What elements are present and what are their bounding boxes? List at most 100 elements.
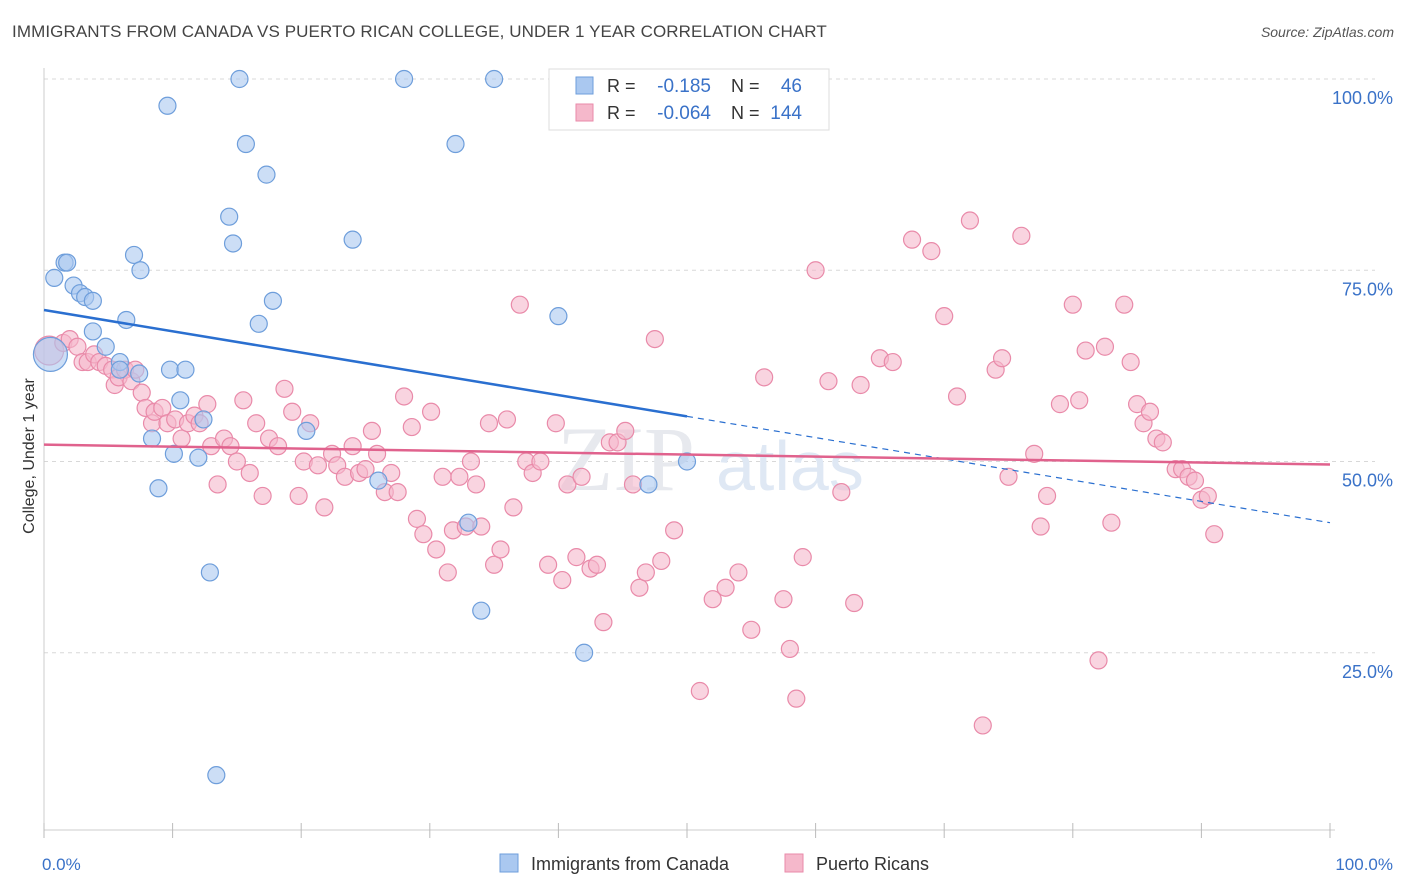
puerto-rican-point <box>999 467 1018 486</box>
puerto-rican-point <box>587 555 607 574</box>
grid-lines <box>44 78 1375 654</box>
puerto-rican-point <box>755 368 774 387</box>
canada-point <box>207 766 226 785</box>
correlation-legend: R = -0.185 N = 46 R = -0.064 N = 144 <box>548 68 830 131</box>
legend-item-canada-label: Immigrants from Canada <box>531 854 730 874</box>
canada-point <box>575 643 594 662</box>
puerto-rican-point <box>851 375 870 395</box>
puerto-rican-point <box>343 437 362 456</box>
puerto-rican-point <box>504 498 523 517</box>
puerto-rican-point <box>427 540 446 559</box>
canada-point <box>189 448 208 467</box>
puerto-rican-point <box>247 414 266 433</box>
puerto-rican-point <box>1153 433 1172 452</box>
puerto-rican-point <box>407 509 427 528</box>
puerto-rican-point <box>394 387 414 406</box>
y-tick-label: 25.0% <box>1342 662 1393 682</box>
chart-title: IMMIGRANTS FROM CANADA VS PUERTO RICAN C… <box>12 22 827 41</box>
canada-point <box>45 268 64 287</box>
puerto-rican-point <box>832 483 851 502</box>
puerto-rican-point <box>234 391 253 410</box>
canada-point <box>142 429 162 448</box>
canada-point <box>131 261 150 280</box>
legend-swatch-pink <box>575 103 594 122</box>
puerto-rican-point <box>1070 391 1089 410</box>
legend-n-label-1: N = <box>731 76 760 96</box>
canada-trend-line <box>43 308 688 418</box>
legend-r-value-1: -0.185 <box>657 76 711 97</box>
canada-point <box>130 364 149 383</box>
puerto-rican-point <box>992 349 1012 368</box>
puerto-rican-point <box>572 467 591 486</box>
puerto-rican-point <box>198 395 217 414</box>
puerto-rican-point <box>268 437 288 456</box>
puerto-rican-point <box>690 681 709 701</box>
series-puerto-ricans <box>34 211 1224 735</box>
puerto-rican-point <box>414 525 433 544</box>
puerto-rican-point <box>510 295 529 314</box>
canada-point <box>472 601 491 620</box>
puerto-rican-point <box>1089 651 1108 670</box>
puerto-rican-point <box>227 452 246 471</box>
puerto-rican-point <box>1050 395 1070 414</box>
canada-point <box>230 69 249 89</box>
legend-box <box>548 68 830 131</box>
puerto-ricans-trend-line <box>43 443 1331 466</box>
puerto-rican-point <box>935 307 954 326</box>
puerto-rican-point <box>240 463 259 483</box>
source-label: Source: ZipAtlas.com <box>1260 24 1394 40</box>
puerto-rican-point <box>479 414 499 433</box>
y-tick-label: 50.0% <box>1342 471 1393 491</box>
puerto-rican-point <box>438 563 457 582</box>
puerto-rican-point <box>68 337 87 356</box>
canada-point <box>58 253 77 272</box>
canada-point <box>32 336 69 372</box>
canada-point <box>220 207 239 226</box>
puerto-rican-point <box>433 467 452 486</box>
puerto-rican-point <box>973 716 992 735</box>
puerto-rican-point <box>466 475 486 494</box>
puerto-rican-point <box>1102 513 1121 532</box>
puerto-rican-point <box>421 402 441 421</box>
canada-point <box>200 563 219 582</box>
puerto-rican-point <box>275 379 294 398</box>
canada-point <box>194 410 213 429</box>
legend-item-puerto-ricans-swatch <box>784 853 804 873</box>
puerto-rican-point <box>491 540 510 559</box>
legend-item-puerto-ricans-label: Puerto Ricans <box>816 854 929 874</box>
canada-point <box>164 444 183 463</box>
canada-point <box>459 513 478 532</box>
canada-point <box>639 475 658 494</box>
watermark: ZIP atlas <box>557 408 864 510</box>
puerto-rican-point <box>558 475 577 494</box>
canada-point <box>158 96 177 115</box>
y-tick-labels: 25.0% 50.0% 75.0% 100.0% <box>1332 88 1393 682</box>
legend-r-value-2: -0.064 <box>657 103 711 124</box>
puerto-rican-point <box>531 452 550 471</box>
y-tick-label: 75.0% <box>1342 279 1393 299</box>
puerto-rican-point <box>132 383 151 402</box>
puerto-rican-point <box>1025 444 1044 463</box>
puerto-rican-point <box>902 230 922 249</box>
puerto-rican-point <box>450 467 469 486</box>
x-ticks <box>43 823 1331 838</box>
puerto-rican-point <box>461 452 481 471</box>
puerto-rican-point <box>1037 486 1057 506</box>
puerto-rican-point <box>367 444 387 463</box>
puerto-rican-point <box>356 460 375 479</box>
series-immigrants-from-canada <box>32 69 697 785</box>
puerto-rican-point <box>1076 341 1095 360</box>
axes <box>43 68 1335 831</box>
x-tick-label-max: 100.0% <box>1335 855 1393 874</box>
puerto-rican-point <box>1115 295 1134 314</box>
puerto-rican-point <box>546 414 565 433</box>
series-legend: Immigrants from Canada Puerto Ricans <box>499 853 929 874</box>
puerto-rican-point <box>1140 402 1160 421</box>
puerto-rican-point <box>388 483 407 502</box>
puerto-rican-point <box>787 689 806 708</box>
puerto-rican-point <box>636 563 655 582</box>
trend-lines <box>43 308 1331 524</box>
puerto-rican-point <box>208 475 227 494</box>
canada-point <box>446 134 465 154</box>
